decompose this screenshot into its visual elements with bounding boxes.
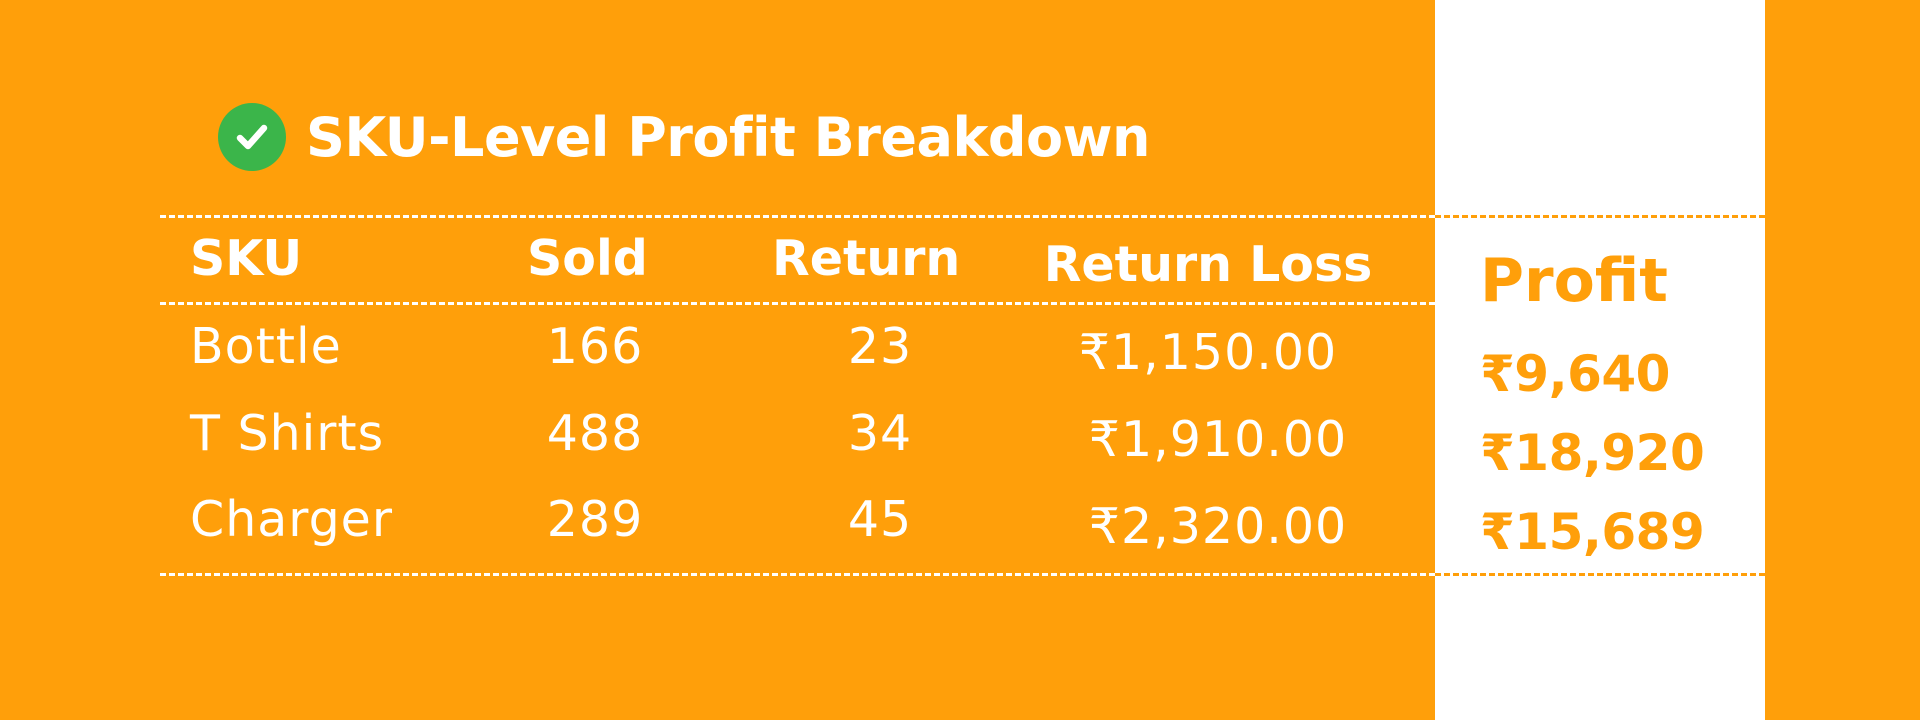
header-bottom-rule: [160, 302, 1435, 305]
table-cell-profit: ₹15,689: [1480, 503, 1705, 561]
table-bottom-rule: [160, 573, 1435, 576]
table-cell-profit: ₹9,640: [1480, 345, 1670, 403]
table-cell-return-loss: ₹2,320.00: [1088, 498, 1348, 555]
table-cell-sku: T Shirts: [190, 405, 385, 462]
table-cell-return-loss: ₹1,910.00: [1088, 411, 1348, 468]
profit-panel: [1435, 0, 1765, 720]
table-cell-return: 23: [847, 318, 913, 375]
table-cell-sold: 488: [546, 405, 644, 462]
table-cell-return: 45: [847, 491, 913, 548]
column-header-return-loss: Return Loss: [1043, 236, 1373, 293]
title-bar: SKU-Level Profit Breakdown: [218, 102, 1151, 172]
table-cell-return-loss: ₹1,150.00: [1078, 324, 1338, 381]
table-cell-profit: ₹18,920: [1480, 424, 1705, 482]
table-cell-sku: Charger: [190, 491, 393, 548]
header-top-rule: [160, 215, 1435, 218]
column-header-sku: SKU: [190, 230, 303, 287]
check-circle-icon: [218, 103, 286, 171]
column-header-profit: Profit: [1480, 246, 1668, 316]
table-cell-return: 34: [847, 405, 913, 462]
table-cell-sku: Bottle: [190, 318, 342, 375]
column-header-sold: Sold: [527, 230, 648, 287]
checkmark-icon: [236, 124, 268, 150]
column-header-return: Return: [772, 230, 961, 287]
table-cell-sold: 289: [546, 491, 644, 548]
profit-top-rule: [1435, 215, 1765, 218]
profit-bottom-rule: [1435, 573, 1765, 576]
table-cell-sold: 166: [546, 318, 644, 375]
page-title: SKU-Level Profit Breakdown: [306, 105, 1151, 169]
